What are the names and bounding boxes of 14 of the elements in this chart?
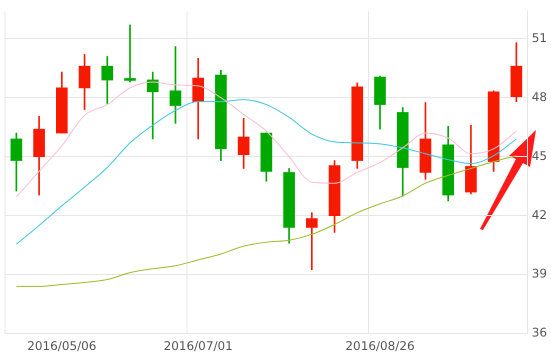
x-tick-label: 2016/08/26 — [345, 338, 415, 353]
x-tick-label: 2016/07/01 — [164, 338, 233, 353]
line-series — [16, 155, 517, 287]
candlestick — [170, 46, 182, 124]
y-tick-label: 36 — [532, 326, 548, 340]
y-tick-label: 39 — [532, 266, 548, 281]
y-tick-label: 51 — [532, 30, 548, 45]
line-series — [16, 99, 517, 245]
y-tick-label: 48 — [532, 90, 548, 104]
candlestick — [124, 24, 136, 82]
line-series — [16, 81, 517, 198]
x-tick-label: 2016/05/06 — [27, 338, 96, 353]
y-tick-label: 42 — [532, 208, 548, 222]
y-tick-label: 45 — [532, 148, 548, 163]
